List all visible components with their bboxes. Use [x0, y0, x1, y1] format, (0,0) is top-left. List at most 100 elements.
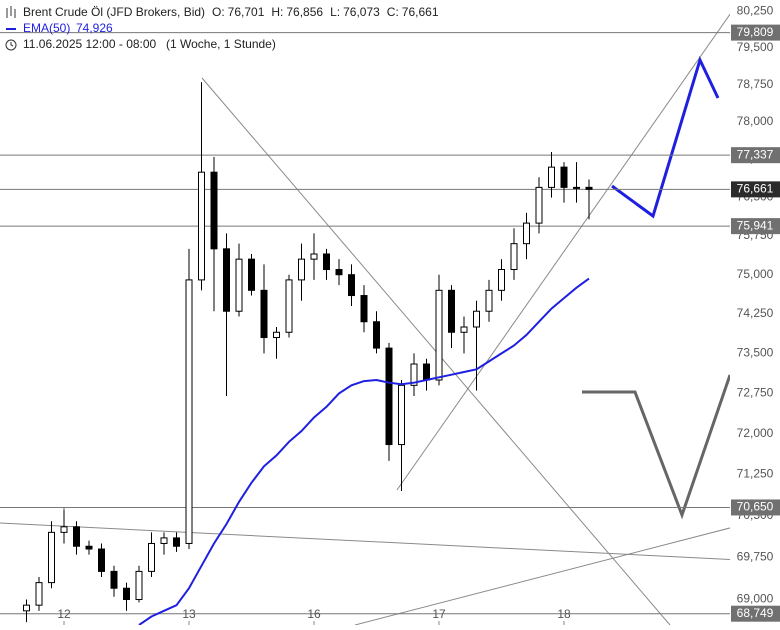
- ema-line: [138, 277, 590, 625]
- level-label-box: [731, 24, 780, 41]
- candle-body: [260, 289, 268, 339]
- candle-body: [248, 258, 255, 291]
- level-label-box: [731, 218, 780, 235]
- level-label-box: [731, 499, 780, 516]
- candle-body: [385, 347, 393, 446]
- trend-line: [354, 527, 730, 625]
- bars-icon: [6, 6, 16, 18]
- candle-body: [185, 279, 193, 544]
- ohlc-value: 76,661: [402, 5, 439, 19]
- candle-body: [498, 269, 505, 291]
- candle-body: [285, 279, 293, 333]
- candles: [23, 82, 593, 625]
- y-tick-label: 75,000: [737, 267, 774, 281]
- ohlc-key: C:: [387, 5, 399, 19]
- trend-line: [0, 522, 730, 561]
- x-tick-label: 13: [182, 607, 196, 621]
- candle-body: [448, 289, 455, 333]
- level-label-box: [731, 181, 780, 198]
- candle-body: [323, 253, 330, 271]
- ohlc-value: 76,073: [343, 5, 380, 19]
- ema-value: 74,926: [76, 21, 113, 35]
- candle-body: [273, 331, 280, 339]
- y-tick-label: 74,250: [737, 306, 774, 320]
- level-label: 70,650: [737, 500, 774, 514]
- candle-body: [110, 570, 118, 589]
- ohlc-value: 76,701: [228, 5, 265, 19]
- candle-body: [460, 326, 468, 333]
- x-tick-label: 18: [557, 607, 571, 621]
- candle-body: [48, 531, 55, 584]
- forecast-path: [611, 55, 720, 219]
- candle-body: [198, 171, 205, 281]
- candle-body: [173, 537, 180, 547]
- forecast-path: [582, 374, 730, 520]
- level-label: 76,661: [737, 182, 774, 196]
- ohlc-key: L:: [330, 5, 340, 19]
- y-tick-label: 69,000: [737, 592, 774, 606]
- symbol-name: Brent Crude Öl (JFD Brokers, Bid): [23, 5, 205, 19]
- x-tick-label: 12: [57, 607, 71, 621]
- candle-body: [160, 537, 168, 544]
- ohlc-value: 76,856: [286, 5, 323, 19]
- candle-body: [35, 582, 43, 606]
- candle-body: [548, 166, 555, 188]
- y-tick-label: 78,750: [737, 77, 774, 91]
- date-range: 11.06.2025 12:00 - 08:00: [23, 37, 157, 51]
- y-tick-label: 79,500: [737, 40, 774, 54]
- candle-body: [435, 289, 443, 381]
- candle-body: [348, 274, 355, 297]
- candle-body: [585, 186, 593, 190]
- level-label-box: [731, 147, 780, 164]
- candle-body: [23, 604, 30, 612]
- candle-body: [223, 248, 230, 312]
- level-label: 79,809: [737, 25, 774, 39]
- y-tick-label: 71,250: [737, 467, 774, 481]
- candle-body: [210, 171, 218, 250]
- y-tick-label: 78,000: [737, 114, 774, 128]
- candle-body: [560, 166, 568, 188]
- candle-body: [573, 186, 580, 189]
- level-label: 68,749: [737, 606, 774, 620]
- x-tick-label: 17: [432, 607, 446, 621]
- clock-icon: [5, 39, 17, 51]
- candle-body: [360, 295, 368, 323]
- legend: Brent Crude Öl (JFD Brokers, Bid) EMA(50…: [5, 5, 439, 51]
- period: (1 Woche, 1 Stunde): [166, 37, 276, 51]
- trend-line: [396, 13, 730, 491]
- candle-body: [410, 363, 418, 386]
- x-tick-label: 16: [307, 607, 321, 621]
- candle-body: [98, 548, 105, 572]
- candle-body: [523, 222, 530, 245]
- axis: 80,25079,50078,75078,00077,25076,50075,7…: [57, 3, 780, 625]
- candle-body: [235, 258, 243, 312]
- candle-body: [535, 186, 543, 224]
- level-label: 75,941: [737, 218, 774, 232]
- candle-body: [148, 542, 155, 572]
- candle-body: [423, 363, 430, 381]
- candle-body: [123, 587, 130, 601]
- candle-body: [298, 258, 305, 281]
- candle-body: [60, 526, 68, 533]
- y-tick-label: 80,250: [737, 3, 774, 17]
- level-label-box: [731, 605, 780, 622]
- ohlc-key: H:: [271, 5, 283, 19]
- level-label: 77,337: [737, 147, 774, 161]
- candle-body: [510, 243, 518, 271]
- ema-name: EMA(50): [23, 21, 70, 35]
- candle-body: [85, 545, 93, 550]
- y-tick-label: 73,500: [737, 346, 774, 360]
- y-tick-label: 72,750: [737, 386, 774, 400]
- levels: [0, 32, 730, 615]
- clock-hand: [10, 42, 14, 47]
- ohlc-key: O:: [212, 5, 225, 19]
- y-tick-label: 69,750: [737, 550, 774, 564]
- candle-body: [335, 269, 343, 276]
- candle-body: [310, 253, 318, 260]
- candle-body: [373, 321, 380, 349]
- y-tick-label: 72,000: [737, 426, 774, 440]
- candle-body: [73, 526, 80, 547]
- candle-body: [485, 289, 493, 312]
